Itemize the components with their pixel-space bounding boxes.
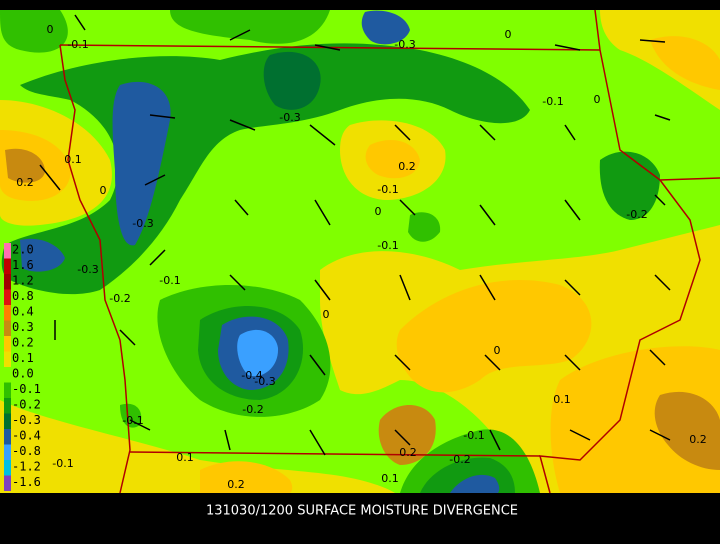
legend-swatch <box>4 336 11 352</box>
contour-label: -0.1 <box>159 274 180 287</box>
border-line <box>594 9 720 181</box>
contour-label: -0.3 <box>394 38 415 51</box>
legend-swatch <box>4 258 11 274</box>
legend-label: 1.2 <box>12 274 34 288</box>
legend-label: 0.1 <box>12 351 34 365</box>
contour-label: -0.1 <box>463 429 484 442</box>
contour-label: -0.1 <box>377 183 398 196</box>
legend-swatch <box>4 351 11 367</box>
legend-label: 0.2 <box>12 336 34 350</box>
contour-label: 0 <box>594 93 601 106</box>
legend-label: -0.3 <box>12 413 41 427</box>
caption: 131030/1200 SURFACE MOISTURE DIVERGENCE <box>206 504 518 519</box>
field <box>5 148 45 183</box>
legend-swatch <box>4 398 11 414</box>
field <box>654 391 720 470</box>
field <box>263 51 321 110</box>
field <box>378 405 436 465</box>
contour-label: -0.4 <box>241 369 262 382</box>
contour-label: 0 <box>505 28 512 41</box>
legend-swatch <box>4 367 11 383</box>
contour-label: -0.1 <box>52 457 73 470</box>
legend-swatch <box>4 429 11 445</box>
legend-swatch <box>4 475 11 491</box>
field <box>0 10 68 53</box>
field <box>0 400 395 493</box>
contour-label: -0.2 <box>109 292 130 305</box>
field <box>120 403 142 428</box>
field <box>600 10 720 110</box>
legend-swatch <box>4 444 11 460</box>
contour-label: -0.2 <box>626 208 647 221</box>
contour-label: 0.1 <box>64 153 82 166</box>
contour-label: 0 <box>47 23 54 36</box>
legend-label: -1.2 <box>12 460 41 474</box>
legend-swatch <box>4 243 11 259</box>
contour-label: -0.3 <box>132 217 153 230</box>
legend: 2.01.6 1.20.8 0.40.3 0.20.1 0.0-0.1 -0.2-0.3 -… <box>4 243 41 491</box>
legend-label: -0.2 <box>12 398 41 412</box>
border-line <box>59 44 131 494</box>
contour-label: -0.1 <box>122 414 143 427</box>
legend-label: 0.0 <box>12 367 34 381</box>
legend-label: 0.4 <box>12 305 34 319</box>
legend-swatch <box>4 289 11 305</box>
field <box>450 474 500 493</box>
contour-label: -0.2 <box>449 453 470 466</box>
contour-label: -0.1 <box>542 95 563 108</box>
contour-label: 0 <box>100 184 107 197</box>
contour-label: 0.1 <box>553 393 571 406</box>
wind-barbs <box>39 14 671 456</box>
contour-label: 0.2 <box>398 160 416 173</box>
field <box>112 81 171 246</box>
contour-labels: 0-0.1 -0.30-0.1 0-0.30.10.200.2-0.10 -0.2-0… <box>16 23 707 491</box>
legend-label: 1.6 <box>12 258 34 272</box>
legend-label: 0.3 <box>12 320 34 334</box>
contour-label: -0.3 <box>279 111 300 124</box>
field <box>20 238 65 272</box>
legend-label: -0.8 <box>12 444 41 458</box>
contour-label: -0.3 <box>77 263 98 276</box>
legend-swatch <box>4 413 11 429</box>
contour-label: 0.2 <box>16 176 34 189</box>
contour-label: 0 <box>375 205 382 218</box>
field <box>200 461 293 493</box>
field <box>550 346 720 493</box>
contour-label: -0.2 <box>242 403 263 416</box>
border-line <box>129 451 541 457</box>
field <box>365 140 420 179</box>
contour-label: 0 <box>323 308 330 321</box>
field <box>396 280 592 393</box>
contour-label: 0.1 <box>176 451 194 464</box>
contour-label: -0.1 <box>67 38 88 51</box>
field <box>650 36 720 90</box>
contour-label: 0.2 <box>227 478 245 491</box>
barb <box>39 14 671 456</box>
legend-swatch <box>4 305 11 321</box>
contour-label: -0.3 <box>254 375 275 388</box>
legend-swatch <box>4 274 11 290</box>
field <box>408 212 441 242</box>
map-fields <box>0 10 720 493</box>
legend-swatch <box>4 460 11 476</box>
contour-label: 0 <box>494 344 501 357</box>
state-borders <box>59 9 720 494</box>
legend-label: -0.1 <box>12 382 41 396</box>
contour-label: -0.1 <box>377 239 398 252</box>
contour-label: 0.1 <box>381 472 399 485</box>
field <box>170 10 330 44</box>
legend-label: 2.0 <box>12 243 34 257</box>
contour-label: 0.2 <box>399 446 417 459</box>
legend-label: 0.8 <box>12 289 34 303</box>
legend-swatch <box>4 382 11 398</box>
legend-label: -0.4 <box>12 429 41 443</box>
field <box>361 10 410 45</box>
border-line <box>538 179 701 494</box>
legend-swatch <box>4 320 11 336</box>
legend-label: -1.6 <box>12 475 41 489</box>
contour-label: 0.2 <box>689 433 707 446</box>
field <box>237 329 279 377</box>
